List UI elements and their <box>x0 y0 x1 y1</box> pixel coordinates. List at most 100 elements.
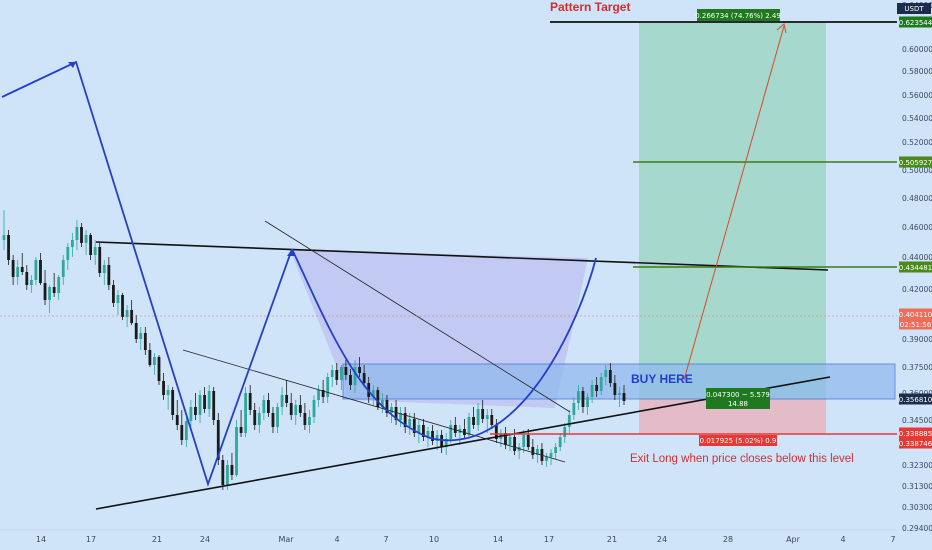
price-tag: 02:51:56 <box>899 318 932 330</box>
candle <box>52 273 56 297</box>
candle <box>608 363 612 387</box>
candle <box>303 403 307 430</box>
candle <box>494 419 498 443</box>
candle <box>175 400 179 430</box>
candle <box>339 365 343 390</box>
currency-label: USDT <box>904 5 924 13</box>
time-axis[interactable]: 14 17 21 24 Mar 4 7 10 14 17 21 24 28 Apr 4 7 <box>36 535 896 544</box>
candle <box>84 230 88 255</box>
price-tag: 0.434481 <box>899 261 932 273</box>
candle <box>7 230 10 265</box>
candle <box>517 443 521 459</box>
candle <box>70 233 74 257</box>
x-tick-label: 24 <box>657 535 667 544</box>
candle <box>11 255 15 285</box>
candle <box>34 257 38 285</box>
candle <box>622 385 626 405</box>
candle <box>326 373 330 403</box>
candle <box>289 393 293 420</box>
currency-tag <box>897 3 931 14</box>
candle <box>586 393 589 415</box>
candle <box>107 257 111 290</box>
candle <box>362 365 366 387</box>
candle <box>253 403 257 430</box>
candle <box>563 423 567 443</box>
candle <box>572 397 576 420</box>
candle <box>157 355 161 385</box>
candle <box>545 453 548 467</box>
candle <box>558 433 562 451</box>
candle <box>198 390 202 423</box>
x-tick-label: Apr <box>786 535 801 544</box>
candle <box>335 363 339 385</box>
candle <box>380 393 384 413</box>
candle <box>280 387 284 415</box>
arrowhead-1 <box>68 62 76 68</box>
candle <box>504 427 507 449</box>
price-tag: 0.338885 <box>899 427 932 439</box>
candle <box>581 387 585 413</box>
candle <box>490 409 494 429</box>
candle <box>66 243 70 270</box>
candle <box>508 433 512 451</box>
candle <box>20 253 24 275</box>
candle <box>267 393 270 417</box>
candle <box>321 380 325 403</box>
candle <box>43 270 47 305</box>
x-tick-label: 7 <box>890 535 895 544</box>
candle <box>61 255 65 285</box>
candle <box>549 449 553 465</box>
candle <box>244 387 248 437</box>
candle <box>595 377 599 397</box>
candle <box>235 420 238 477</box>
entry-label-line1: 0.047300 ~ 5.579 <box>706 391 770 399</box>
candle <box>422 419 425 441</box>
profit-label-box <box>697 9 780 21</box>
candle <box>93 240 97 265</box>
stop-label: 0.017925 (5.02%) 0.9 <box>700 437 777 445</box>
candle <box>481 400 485 423</box>
x-tick-label: 4 <box>840 535 845 544</box>
candle <box>599 373 603 395</box>
candle <box>239 410 243 437</box>
candle <box>417 420 421 443</box>
candle <box>2 210 6 250</box>
profit-label: 0.266734 (74.76%) 2.49 <box>695 12 781 20</box>
candle <box>230 453 234 480</box>
candle <box>353 360 357 393</box>
candle <box>262 395 266 420</box>
price-tags-group: 0.623544 0.505927 0.434481 0.404110 02:51:56… <box>899 16 932 449</box>
candle <box>207 385 211 417</box>
candle <box>344 360 348 380</box>
candle <box>203 387 206 413</box>
candle <box>476 403 480 431</box>
svg-text:0.623544: 0.623544 <box>899 19 932 27</box>
candle <box>526 429 530 450</box>
candle <box>371 385 375 405</box>
channel-lower-line <box>182 349 566 463</box>
candle <box>75 220 79 250</box>
candle <box>166 385 170 410</box>
stop-label-box <box>699 435 777 446</box>
candle <box>276 403 279 433</box>
candle <box>29 275 33 293</box>
buy-here-label: BUY HERE <box>631 372 693 386</box>
candle <box>271 407 275 433</box>
candle <box>294 400 298 425</box>
candle <box>184 417 188 447</box>
x-tick-label: 14 <box>36 535 46 544</box>
x-tick-label: 28 <box>723 535 733 544</box>
cup-curve <box>291 248 597 442</box>
candle <box>121 293 124 320</box>
svg-text:0.338746: 0.338746 <box>899 440 932 448</box>
arrowhead-2 <box>287 249 296 256</box>
candle <box>189 400 193 427</box>
candle <box>440 430 444 453</box>
